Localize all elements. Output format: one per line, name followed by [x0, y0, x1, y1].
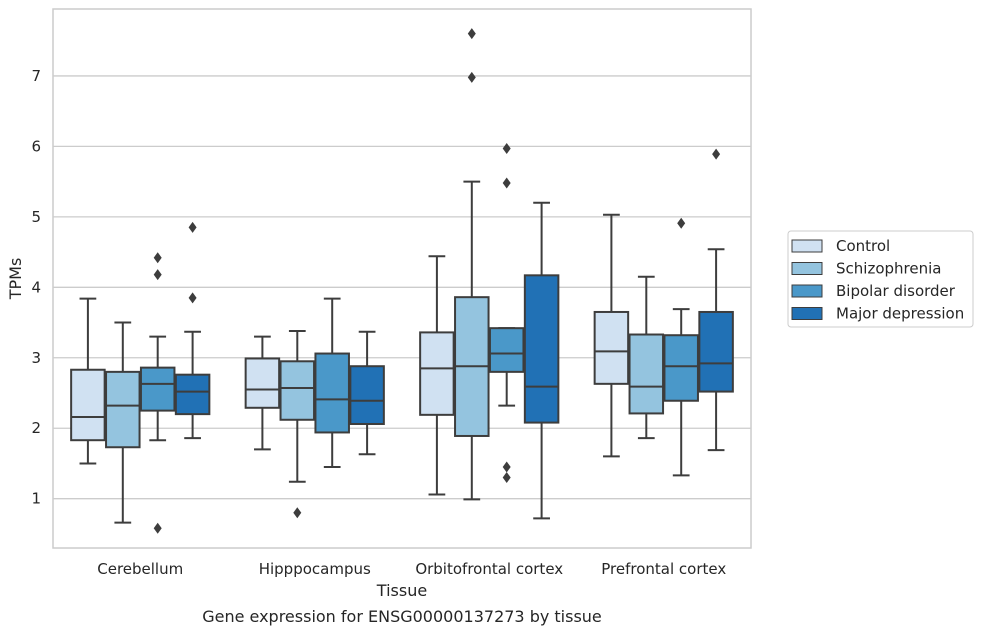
outlier-point	[293, 507, 302, 519]
outlier-point	[153, 522, 162, 534]
legend-swatch	[791, 307, 823, 320]
y-tick-label: 4	[31, 278, 41, 296]
box-group-cerebellum	[70, 221, 211, 534]
legend: Control Schizophrenia Bipolar disorder Majo…	[787, 230, 974, 328]
outlier-point	[712, 148, 721, 160]
box-schizophrenia	[628, 333, 665, 415]
x-tick-label: Hipppocampus	[259, 560, 371, 578]
outlier-point	[153, 252, 162, 264]
y-axis-label: TPMs	[6, 258, 25, 301]
legend-swatch	[791, 239, 823, 253]
box-schizophrenia	[279, 360, 316, 421]
outlier-point	[502, 177, 511, 189]
legend-frame	[787, 230, 974, 328]
y-tick-label: 7	[31, 67, 41, 85]
outlier-point	[467, 28, 476, 40]
chart-caption: Gene expression for ENSG00000137273 by t…	[202, 607, 602, 626]
box-group-hipppocampus	[244, 297, 385, 519]
box-control	[70, 368, 106, 442]
legend-item: Bipolar disorder	[791, 282, 956, 300]
box-control	[593, 310, 630, 385]
x-axis-ticks: Cerebellum Hipppocampus Orbitofrontal cort…	[97, 560, 726, 578]
outlier-point	[153, 269, 162, 281]
outlier-point	[467, 71, 476, 83]
box-bipolar-disorder	[663, 334, 699, 402]
box-schizophrenia	[105, 370, 141, 449]
legend-item: Schizophrenia	[791, 260, 941, 278]
x-tick-label: Orbitofrontal cortex	[415, 560, 563, 578]
box-major-depression	[349, 365, 385, 425]
box-group-prefrontal-cortex	[593, 148, 734, 477]
y-tick-label: 6	[31, 137, 41, 155]
y-tick-label: 2	[31, 419, 41, 437]
box-group-orbitofrontal-cortex	[419, 28, 560, 520]
box-bipolar-disorder	[314, 352, 350, 434]
box-major-depression	[698, 310, 734, 393]
outlier-point	[188, 221, 197, 233]
outlier-point	[502, 461, 511, 473]
y-tick-label: 5	[31, 208, 41, 226]
box-groups	[70, 28, 734, 534]
x-tick-label: Cerebellum	[97, 560, 183, 578]
outlier-point	[502, 472, 511, 484]
outlier-point	[188, 292, 197, 304]
legend-label: Schizophrenia	[836, 260, 941, 278]
legend-item: Control	[791, 237, 890, 255]
y-tick-label: 3	[31, 349, 41, 367]
y-axis-ticks: 1 2 3 4 5 6 7	[31, 67, 41, 508]
gridlines	[53, 75, 751, 500]
outlier-point	[677, 217, 686, 229]
legend-label: Bipolar disorder	[836, 282, 956, 300]
legend-label: Control	[836, 237, 890, 255]
box-major-depression	[174, 373, 211, 416]
outlier-point	[502, 143, 511, 155]
legend-label: Major depression	[836, 305, 964, 323]
plot-frame	[52, 8, 752, 549]
x-axis-label: Tissue	[376, 581, 427, 600]
box-bipolar-disorder	[139, 366, 176, 412]
y-tick-label: 1	[31, 490, 41, 508]
box-control	[244, 357, 281, 409]
legend-item: Major depression	[791, 305, 964, 323]
x-tick-label: Prefrontal cortex	[601, 560, 726, 578]
legend-swatch	[791, 262, 823, 275]
legend-swatch	[791, 284, 823, 298]
box-control	[419, 331, 455, 416]
box-bipolar-disorder	[488, 327, 525, 373]
box-major-depression	[523, 274, 560, 424]
